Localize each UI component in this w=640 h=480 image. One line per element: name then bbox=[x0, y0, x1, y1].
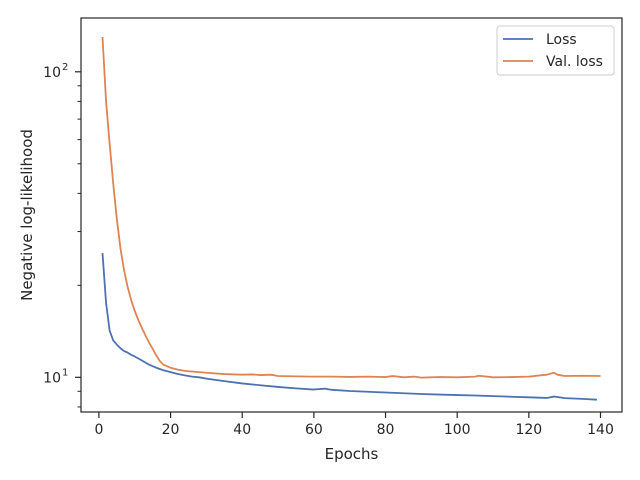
legend: Loss Val. loss bbox=[496, 25, 615, 76]
legend-label-loss: Loss bbox=[546, 32, 577, 48]
series-layer bbox=[101, 36, 601, 401]
y-tick-label: 10 bbox=[43, 65, 61, 81]
x-tick-label: 40 bbox=[233, 422, 251, 438]
x-tick-label: 100 bbox=[444, 422, 471, 438]
x-axis: 0 20 40 60 80 100 120 140 bbox=[94, 412, 614, 438]
series-line-1 bbox=[101, 36, 601, 379]
plot-frame bbox=[80, 17, 623, 413]
y-tick-label: 10 bbox=[43, 370, 61, 386]
plot-background bbox=[81, 18, 622, 412]
x-tick-label: 120 bbox=[515, 422, 542, 438]
x-tick-label: 140 bbox=[587, 422, 614, 438]
x-tick-label: 60 bbox=[305, 422, 323, 438]
x-axis-label: Epochs bbox=[325, 445, 379, 463]
y-tick-label-exponent: 2 bbox=[62, 62, 68, 73]
y-tick-label-exponent: 1 bbox=[62, 367, 68, 378]
legend-label-val-loss: Val. loss bbox=[546, 54, 603, 70]
x-tick-label: 20 bbox=[162, 422, 180, 438]
series-line-0 bbox=[101, 253, 597, 401]
x-tick-label: 0 bbox=[94, 422, 103, 438]
y-axis-label: Negative log-likelihood bbox=[18, 129, 36, 301]
x-tick-label: 80 bbox=[377, 422, 395, 438]
